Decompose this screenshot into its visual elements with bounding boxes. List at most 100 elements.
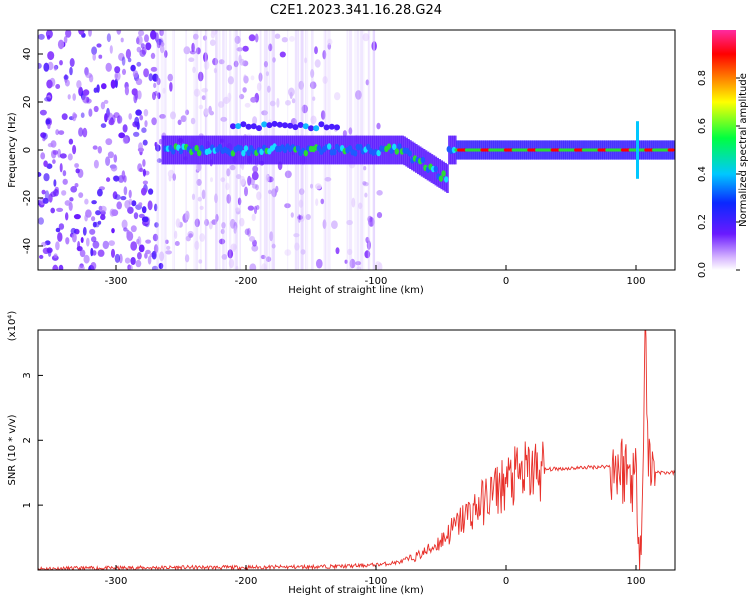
spectral-speckle (124, 257, 131, 264)
colorbar: 0.0 0.2 0.4 0.6 0.8 Normalized spectral ampl… (697, 30, 749, 278)
spectral-speckle (114, 253, 121, 263)
x-tick-label: 0 (503, 576, 509, 587)
colorbar-ticks: 0.0 0.2 0.4 0.6 0.8 (697, 70, 740, 278)
spectral-speckle (260, 254, 266, 260)
spectral-speckle (193, 33, 199, 40)
spectral-speckle (362, 181, 367, 186)
ridge-core-point (444, 176, 449, 183)
sideband-blob (271, 120, 278, 127)
x-tick-label: -300 (105, 576, 128, 587)
spectral-speckle (69, 58, 75, 67)
spectral-speckle (297, 215, 304, 220)
spectral-speckle (100, 214, 106, 221)
spectral-speckle (252, 116, 258, 125)
x-tick-label: -100 (365, 276, 388, 287)
sideband-blob (266, 122, 273, 129)
ridge-band-segment (354, 135, 358, 165)
spectral-speckle (50, 207, 55, 214)
spectral-speckle (269, 231, 274, 242)
spectral-speckle (93, 159, 99, 169)
colorbar-gradient (712, 30, 736, 270)
spectral-speckle (229, 164, 236, 171)
sideband-blob (328, 123, 335, 130)
spectral-speckle (122, 124, 128, 133)
y-tick-label: 1 (22, 502, 33, 508)
spectral-speckle (309, 81, 317, 89)
spectral-speckle (254, 33, 259, 43)
spectral-speckle (293, 233, 300, 238)
spectral-speckle (144, 34, 149, 43)
spectral-speckle (342, 130, 347, 137)
spectral-speckle (210, 30, 216, 39)
spectral-speckle (38, 172, 42, 177)
spectral-speckle (59, 153, 67, 159)
spectral-speckle (256, 82, 262, 92)
spectral-speckle (154, 90, 158, 96)
colorbar-tick-label: 0.8 (697, 70, 708, 86)
spectral-speckle (265, 174, 270, 183)
spectral-speckle (217, 101, 225, 108)
spectral-speckle (105, 138, 113, 146)
ridge-band-segment (231, 135, 235, 165)
spectral-speckle (46, 35, 51, 40)
spectral-speckle (100, 123, 107, 128)
spectral-speckle (371, 41, 377, 51)
spectral-speckle (158, 262, 164, 270)
spectral-speckle (38, 62, 42, 69)
spectral-speckle (141, 187, 147, 196)
spectral-speckle (39, 254, 44, 259)
spectral-speckle (84, 198, 89, 205)
spectral-speckle (105, 156, 111, 166)
x-tick-label: 100 (626, 576, 645, 587)
spectral-speckle (136, 238, 140, 245)
spectral-speckle (43, 160, 48, 167)
spectral-speckle (331, 220, 338, 229)
spectral-speckle (114, 194, 121, 201)
spectral-speckle (225, 182, 230, 191)
spectral-speckle (203, 52, 208, 63)
spectral-speckle (202, 35, 208, 41)
spectral-speckle (184, 254, 190, 263)
spectral-speckle (135, 259, 142, 268)
spectral-speckle (233, 60, 239, 68)
ridge-core-point (358, 144, 363, 151)
ridge-band-segment (229, 135, 233, 165)
spectral-speckle (314, 46, 318, 55)
spectral-speckle (244, 186, 248, 197)
spectral-speckle (88, 30, 92, 37)
x-tick-label: -100 (365, 576, 388, 587)
spectral-speckle (47, 143, 54, 148)
spectral-speckle (244, 102, 251, 108)
spectral-speckle (238, 54, 242, 64)
spectral-speckle (156, 158, 162, 163)
snr-scale-label: (x10⁴) (7, 311, 18, 342)
spectral-speckle (154, 222, 159, 228)
spectral-speckle (159, 30, 164, 37)
spectral-speckle (228, 258, 234, 269)
spectral-speckle (46, 163, 53, 169)
spectral-speckle (213, 67, 217, 74)
colorbar-tick-label: 0.2 (697, 214, 708, 230)
spectral-speckle (165, 250, 173, 255)
spectral-speckle (101, 83, 107, 90)
ridge-core-point (259, 148, 264, 155)
spectral-speckle (43, 173, 50, 182)
spectral-speckle (157, 92, 161, 100)
spectral-speckle (98, 54, 103, 59)
spectral-speckle (316, 258, 323, 269)
spectral-speckle (46, 247, 53, 254)
spectral-speckle (192, 66, 196, 74)
spectral-speckle (322, 50, 327, 60)
spectral-speckle (91, 236, 97, 243)
spectral-speckle (67, 94, 71, 100)
spectral-speckle (57, 232, 63, 242)
spectral-speckle (76, 80, 82, 89)
spectral-speckle (243, 75, 249, 84)
spectral-speckle (92, 53, 96, 61)
spectral-speckle (195, 47, 201, 55)
spectral-speckle (103, 99, 109, 104)
spectral-speckle (51, 149, 57, 159)
spectral-speckle (52, 264, 59, 270)
